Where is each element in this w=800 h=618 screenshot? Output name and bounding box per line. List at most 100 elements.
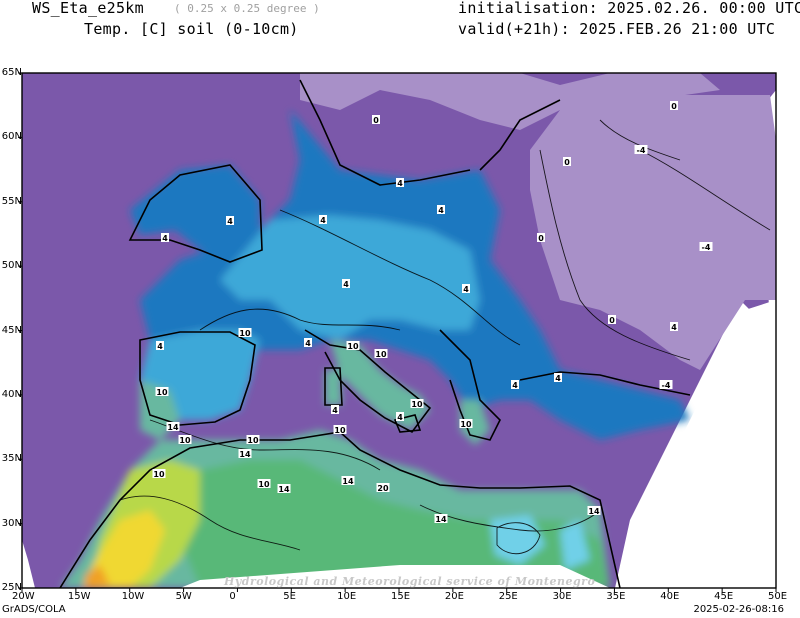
contour-lines	[119, 119, 771, 555]
watermark: Hydrological and Meteorological service …	[224, 575, 596, 588]
lon-label-0: 20W	[12, 591, 35, 602]
region-teal-italy	[330, 340, 430, 430]
svg-text:4: 4	[671, 323, 677, 332]
contour-label-1: 0	[372, 115, 380, 125]
contour-label-29: 10	[246, 435, 260, 445]
svg-text:4: 4	[343, 280, 349, 289]
contour-label-31: 10	[152, 469, 166, 479]
lat-label-6: 35N	[1, 453, 22, 465]
lat-label-3: 50N	[1, 260, 22, 272]
svg-text:0: 0	[564, 158, 570, 167]
svg-text:4: 4	[555, 374, 561, 383]
contour-label-26: 10	[178, 435, 192, 445]
lon-label-12: 40E	[660, 591, 680, 602]
no-data-south-strip	[180, 565, 610, 588]
lon-label-11: 35E	[606, 591, 626, 602]
field-title: Temp. [C] soil (0-10cm)	[84, 20, 299, 38]
svg-text:4: 4	[397, 413, 403, 422]
lat-label-2: 55N	[1, 195, 22, 207]
footer-right: 2025-02-26-08:16	[693, 604, 784, 615]
svg-text:4: 4	[227, 217, 233, 226]
svg-text:4: 4	[463, 285, 469, 294]
svg-text:14: 14	[239, 450, 251, 459]
svg-text:10: 10	[460, 420, 472, 429]
svg-text:10: 10	[411, 400, 423, 409]
contour-label-13: 4	[396, 178, 404, 188]
lat-label-4: 45N	[1, 324, 22, 336]
axis-ticks	[18, 72, 777, 592]
region-africa-orange	[85, 565, 110, 588]
contour-label-18: 4	[396, 412, 404, 422]
svg-text:4: 4	[162, 234, 168, 243]
lat-label-7: 30N	[1, 517, 22, 529]
contour-label-28: 10	[459, 419, 473, 429]
lon-label-13: 45E	[714, 591, 734, 602]
contour-label-14: 4	[342, 279, 350, 289]
svg-text:10: 10	[258, 480, 270, 489]
svg-text:-4: -4	[702, 243, 711, 252]
region-light-purple-east	[530, 95, 776, 370]
contour-label-22: 10	[238, 328, 252, 338]
lat-label-5: 40N	[1, 388, 22, 400]
lon-label-6: 10E	[337, 591, 357, 602]
model-name: WS_Eta_e25km	[32, 0, 144, 17]
contour-label-36: 14	[238, 449, 252, 459]
svg-text:0: 0	[373, 116, 379, 125]
lat-label-1: 60N	[1, 131, 22, 143]
svg-text:10: 10	[375, 350, 387, 359]
contour-label-7: -4	[699, 242, 713, 252]
lat-label-0: 65N	[1, 67, 22, 78]
lon-label-4: 0	[229, 591, 236, 602]
svg-text:14: 14	[435, 515, 447, 524]
svg-text:14: 14	[588, 507, 600, 516]
svg-text:10: 10	[179, 436, 191, 445]
svg-text:20: 20	[377, 484, 389, 493]
contour-label-21: 4	[331, 405, 339, 415]
svg-text:4: 4	[332, 406, 338, 415]
region-teal-greece	[460, 400, 490, 445]
contour-label-24: 10	[374, 349, 388, 359]
contour-label-35: 14	[166, 422, 180, 432]
contour-label-6: -4	[634, 145, 648, 155]
contour-label-15: 4	[462, 284, 470, 294]
svg-text:4: 4	[438, 206, 444, 215]
svg-text:4: 4	[157, 342, 163, 351]
contour-label-23: 10	[346, 341, 360, 351]
svg-text:-4: -4	[662, 381, 671, 390]
contour-label-37: 14	[277, 484, 291, 494]
lon-label-3: 5W	[175, 591, 192, 602]
contour-label-33: 14	[434, 514, 448, 524]
contour-label-17: 4	[156, 341, 164, 351]
lat-label-8: 25N	[1, 582, 22, 593]
region-teal-sardinia	[325, 370, 342, 405]
valid-time: valid(+21h): 2025.FEB.26 21:00 UTC	[458, 20, 776, 38]
svg-text:14: 14	[278, 485, 290, 494]
coastlines	[59, 79, 691, 588]
contour-label-27: 10	[410, 399, 424, 409]
contour-label-20: 4	[554, 373, 562, 383]
svg-text:-4: -4	[637, 146, 646, 155]
contour-label-2: 0	[563, 157, 571, 167]
lon-label-10: 30E	[552, 591, 572, 602]
region-africa-yellow	[82, 510, 165, 588]
svg-text:0: 0	[671, 102, 677, 111]
initialisation-time: initialisation: 2025.02.26. 00:00 UTC	[458, 0, 800, 17]
contour-label-4: 0	[608, 315, 616, 325]
region-cyan-central	[220, 215, 480, 340]
contour-label-0: 0	[670, 101, 678, 111]
region-light-purple-north	[300, 73, 720, 130]
lon-label-7: 15E	[391, 591, 411, 602]
lon-label-5: 5E	[283, 591, 296, 602]
svg-text:14: 14	[167, 423, 179, 432]
svg-text:4: 4	[320, 216, 326, 225]
svg-text:0: 0	[538, 234, 544, 243]
contour-label-3: 0	[537, 233, 545, 243]
contour-label-38: 14	[341, 476, 355, 486]
resolution-label: ( 0.25 x 0.25 degree )	[174, 2, 320, 15]
contour-label-34: 14	[587, 506, 601, 516]
no-data-southeast	[615, 300, 776, 588]
svg-text:10: 10	[247, 436, 259, 445]
contour-label-12: 4	[437, 205, 445, 215]
lon-label-14: 50E	[768, 591, 788, 602]
